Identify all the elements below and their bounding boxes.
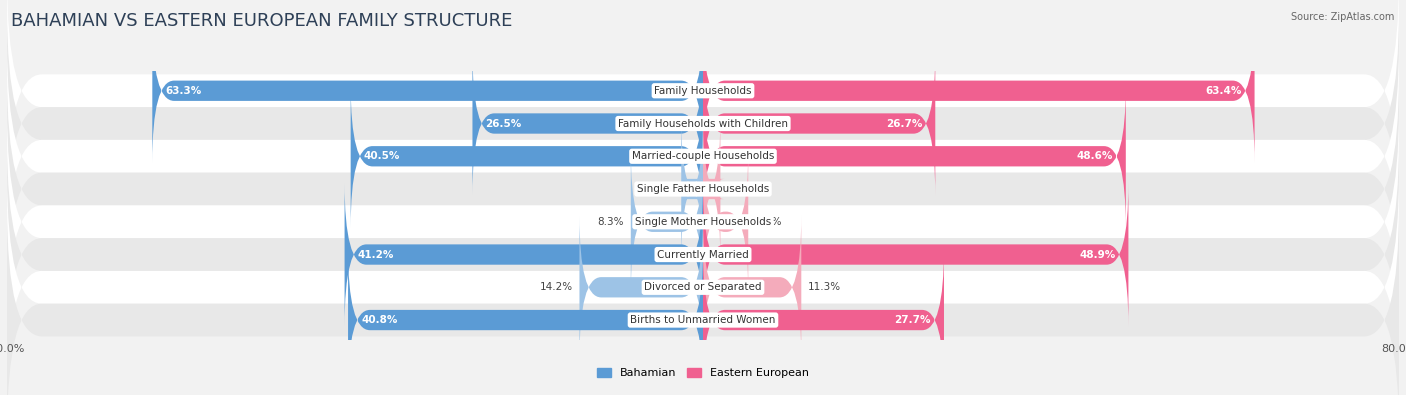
Text: 5.2%: 5.2% [755, 217, 782, 227]
FancyBboxPatch shape [703, 19, 1254, 162]
FancyBboxPatch shape [152, 19, 703, 162]
Text: 11.3%: 11.3% [808, 282, 841, 292]
Text: Source: ZipAtlas.com: Source: ZipAtlas.com [1291, 12, 1395, 22]
Legend: Bahamian, Eastern European: Bahamian, Eastern European [593, 363, 813, 382]
FancyBboxPatch shape [703, 150, 748, 293]
Text: Single Mother Households: Single Mother Households [636, 217, 770, 227]
Text: 26.5%: 26.5% [485, 118, 522, 128]
Text: 63.3%: 63.3% [166, 86, 201, 96]
Text: Currently Married: Currently Married [657, 250, 749, 260]
FancyBboxPatch shape [699, 117, 724, 261]
FancyBboxPatch shape [7, 41, 1399, 271]
Text: Married-couple Households: Married-couple Households [631, 151, 775, 161]
FancyBboxPatch shape [703, 183, 1129, 326]
Text: Family Households: Family Households [654, 86, 752, 96]
Text: 40.8%: 40.8% [361, 315, 398, 325]
Text: 40.5%: 40.5% [364, 151, 401, 161]
FancyBboxPatch shape [344, 183, 703, 326]
FancyBboxPatch shape [703, 52, 935, 195]
FancyBboxPatch shape [703, 85, 1126, 228]
Text: Divorced or Separated: Divorced or Separated [644, 282, 762, 292]
FancyBboxPatch shape [631, 150, 703, 293]
Text: 8.3%: 8.3% [598, 217, 624, 227]
Text: 63.4%: 63.4% [1205, 86, 1241, 96]
Text: 48.6%: 48.6% [1077, 151, 1112, 161]
FancyBboxPatch shape [472, 52, 703, 195]
FancyBboxPatch shape [7, 173, 1399, 395]
Text: 2.5%: 2.5% [648, 184, 675, 194]
Text: 48.9%: 48.9% [1080, 250, 1115, 260]
FancyBboxPatch shape [703, 248, 943, 392]
FancyBboxPatch shape [579, 216, 703, 359]
FancyBboxPatch shape [350, 85, 703, 228]
FancyBboxPatch shape [703, 216, 801, 359]
FancyBboxPatch shape [7, 107, 1399, 337]
Text: 27.7%: 27.7% [894, 315, 931, 325]
Text: 14.2%: 14.2% [540, 282, 572, 292]
Text: Family Households with Children: Family Households with Children [619, 118, 787, 128]
FancyBboxPatch shape [7, 74, 1399, 304]
Text: 26.7%: 26.7% [886, 118, 922, 128]
Text: 41.2%: 41.2% [357, 250, 394, 260]
FancyBboxPatch shape [7, 0, 1399, 205]
FancyBboxPatch shape [7, 140, 1399, 369]
Text: Births to Unmarried Women: Births to Unmarried Women [630, 315, 776, 325]
Text: 2.0%: 2.0% [727, 184, 754, 194]
FancyBboxPatch shape [7, 9, 1399, 238]
FancyBboxPatch shape [349, 248, 703, 392]
Text: BAHAMIAN VS EASTERN EUROPEAN FAMILY STRUCTURE: BAHAMIAN VS EASTERN EUROPEAN FAMILY STRU… [11, 12, 513, 30]
FancyBboxPatch shape [7, 205, 1399, 395]
Text: Single Father Households: Single Father Households [637, 184, 769, 194]
FancyBboxPatch shape [682, 117, 703, 261]
